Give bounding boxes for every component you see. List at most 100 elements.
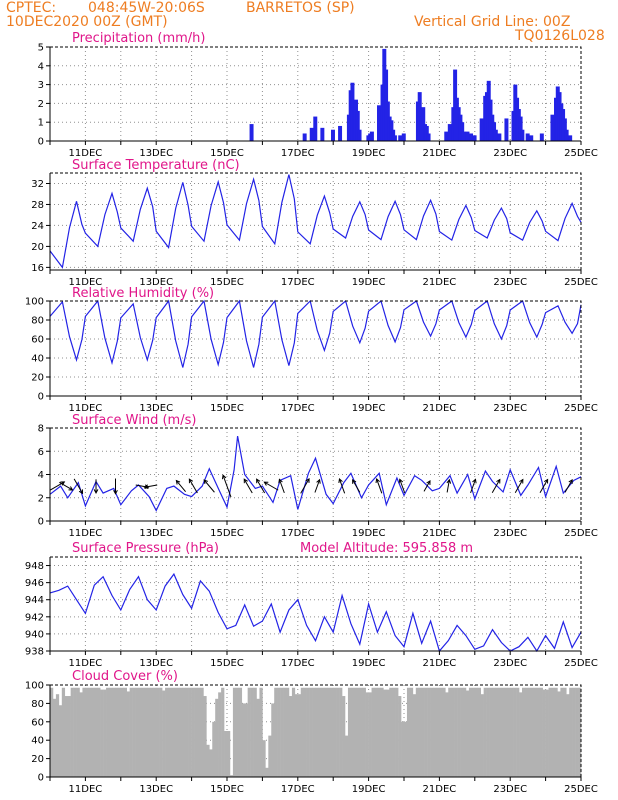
cloud-bar — [106, 687, 110, 777]
wind-arrow — [278, 478, 285, 494]
cloud-bar — [545, 689, 549, 777]
wind-xtick-label: 15DEC — [210, 528, 244, 539]
cloud-bar — [182, 687, 186, 777]
temp-ytick-label: 28 — [31, 200, 44, 211]
temp-ytick-label: 16 — [31, 263, 44, 274]
cloud-bar — [265, 767, 269, 777]
precip-bar — [518, 116, 523, 141]
temp-xtick-label: 11DEC — [69, 277, 103, 288]
cloud-bar — [173, 687, 178, 777]
cloud-bar — [465, 690, 470, 777]
cloud-bar — [524, 687, 529, 777]
wind-arrow — [446, 478, 452, 493]
cloud-bar — [448, 687, 452, 777]
precip-bar — [302, 133, 307, 141]
cloud-bar — [103, 689, 107, 777]
cloud-title: Cloud Cover (%) — [72, 669, 178, 684]
wind-xtick-label: 19DEC — [352, 528, 386, 539]
precip-xtick-label: 15DEC — [210, 148, 244, 159]
cloud-bar — [359, 687, 363, 777]
temp-xtick-label: 13DEC — [139, 277, 173, 288]
rh-xtick-label: 13DEC — [139, 403, 173, 414]
cloud-bar — [368, 692, 372, 777]
pressure-frame — [50, 556, 582, 651]
precip-ytick-label: 3 — [38, 80, 44, 91]
cloud-bar — [551, 687, 555, 777]
cloud-frame — [50, 684, 582, 777]
cloud-bar — [191, 687, 195, 777]
wind-arrow — [256, 478, 266, 494]
pressure-xtick-label: 25DEC — [564, 658, 598, 669]
cloud-bar — [383, 689, 387, 777]
cloud-bar — [209, 749, 213, 777]
rh-xtick-label: 15DEC — [210, 403, 244, 414]
cloud-bar — [569, 687, 573, 777]
cloud-panel — [46, 684, 582, 781]
cloud-bar — [336, 687, 340, 777]
cloud-ytick-label: 20 — [31, 754, 44, 765]
cloud-bar — [135, 687, 139, 777]
temp-title: Surface Temperature (nC) — [72, 158, 240, 173]
cloud-bar — [572, 687, 576, 777]
wind-arrow — [143, 484, 158, 489]
rh-ytick-label: 60 — [31, 335, 44, 346]
wind-xtick-label: 11DEC — [69, 528, 103, 539]
cloud-bar — [324, 687, 328, 777]
wind-ytick-label: 4 — [38, 470, 44, 481]
cloud-bar — [519, 692, 523, 777]
precip-bar — [469, 133, 474, 141]
cloud-bar — [439, 687, 443, 777]
precip-xtick-label: 25DEC — [564, 148, 598, 159]
wind-arrow — [203, 479, 215, 493]
cloud-bar — [79, 692, 83, 777]
header-run: 10DEC2020 00Z (GMT) — [6, 14, 168, 30]
cloud-bar — [126, 691, 130, 777]
precip-bar — [426, 133, 431, 141]
cloud-bar — [156, 687, 160, 777]
cloud-bar — [241, 703, 245, 777]
precip-bar — [320, 127, 325, 141]
cloud-bar — [64, 696, 68, 777]
cloud-bar — [474, 687, 479, 777]
cloud-bar — [421, 687, 425, 777]
cloud-bar — [306, 687, 310, 777]
cloud-bar — [283, 687, 287, 777]
precip-bar — [525, 133, 530, 141]
precip-bar — [369, 131, 374, 141]
wind-title: Surface Wind (m/s) — [72, 413, 196, 428]
cloud-bar — [168, 687, 172, 777]
cloud-bar — [150, 687, 154, 777]
cloud-bar — [129, 687, 133, 777]
cloud-bar — [330, 687, 334, 777]
cloud-bar — [197, 687, 201, 777]
wind-arrow — [514, 478, 524, 493]
precip-bar — [564, 129, 569, 141]
wind-arrow — [263, 481, 279, 491]
cloud-bar — [52, 698, 57, 777]
cloud-bar — [82, 687, 86, 777]
cloud-bar — [235, 687, 240, 777]
cloud-bar — [548, 687, 552, 777]
wind-arrow — [375, 478, 383, 494]
cloud-bar — [111, 687, 116, 777]
precip-bar — [461, 131, 466, 141]
pressure-xtick-label: 23DEC — [493, 658, 527, 669]
cloud-bar — [489, 687, 493, 777]
temp-ytick-label: 20 — [31, 242, 44, 253]
wind-frame — [50, 427, 582, 521]
cloud-bar — [88, 687, 92, 777]
cloud-ytick-label: 100 — [25, 681, 44, 692]
cloud-bar — [286, 687, 290, 777]
cloud-bar — [536, 687, 540, 777]
cloud-bar — [412, 694, 417, 777]
wind-panel — [46, 427, 582, 525]
wind-arrow — [188, 478, 198, 494]
cloud-bar — [442, 687, 446, 777]
cloud-bar — [85, 687, 89, 777]
wind-xtick-label: 21DEC — [423, 528, 457, 539]
pressure-axis — [49, 557, 581, 652]
wind-ytick-label: 2 — [38, 493, 44, 504]
precip-ytick-label: 1 — [38, 118, 44, 129]
wind-arrow — [175, 479, 186, 492]
